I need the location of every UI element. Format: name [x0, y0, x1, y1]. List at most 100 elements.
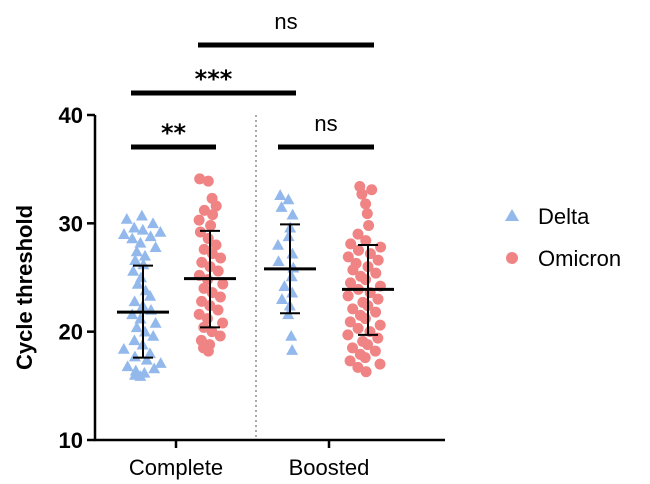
delta-point — [129, 254, 142, 265]
omicron-point — [347, 342, 358, 354]
y-axis-title: Cycle threshold — [12, 205, 37, 370]
omicron-point — [357, 296, 369, 308]
significance-brackets: ** ns *** ns — [131, 9, 374, 150]
omicron-point — [342, 329, 354, 341]
omicron-point — [374, 319, 386, 331]
omicron-point — [347, 303, 359, 315]
omicron-point — [363, 220, 375, 231]
x-category-label: Boosted — [289, 455, 370, 480]
delta-point — [128, 350, 141, 362]
y-tick-label: 40 — [59, 103, 83, 128]
omicron-point — [212, 265, 224, 277]
delta-point — [275, 201, 288, 212]
delta-point — [272, 255, 285, 267]
y-tick-label: 10 — [59, 428, 83, 453]
omicron-point — [345, 238, 357, 250]
omicron-point — [369, 345, 381, 357]
omicron-point — [193, 308, 205, 320]
omicron-point — [372, 293, 384, 305]
delta-point — [154, 357, 167, 368]
omicron-point — [375, 241, 387, 253]
omicron-point — [364, 248, 376, 260]
delta-point — [144, 347, 156, 359]
delta-point — [117, 343, 130, 354]
delta-point — [285, 330, 298, 341]
omicron-point — [361, 208, 373, 220]
delta-point — [131, 278, 144, 289]
omicron-point — [206, 192, 218, 204]
delta-point — [154, 226, 167, 237]
delta-point — [137, 258, 150, 270]
delta-point — [148, 362, 161, 374]
legend-marker-delta — [505, 209, 519, 221]
omicron-point — [214, 291, 226, 303]
delta-point — [130, 245, 143, 257]
omicron-point — [360, 235, 372, 247]
error-bars — [117, 223, 394, 359]
delta-point — [286, 344, 299, 355]
omicron-point — [217, 278, 229, 290]
delta-point — [272, 239, 284, 250]
omicron-point — [357, 335, 369, 347]
omicron-point — [195, 334, 207, 346]
delta-point — [140, 353, 153, 365]
significance-label: *** — [195, 65, 233, 93]
delta-point — [276, 293, 288, 304]
omicron-point — [196, 256, 208, 268]
delta-point — [147, 330, 160, 341]
delta-point — [147, 217, 159, 229]
omicron-point — [212, 304, 224, 316]
delta-point — [128, 221, 141, 233]
omicron-point — [204, 339, 216, 351]
delta-point — [128, 334, 141, 346]
omicron-point — [214, 330, 226, 342]
omicron-point — [205, 220, 217, 231]
delta-point — [282, 193, 295, 205]
delta-point — [127, 265, 140, 276]
omicron-point — [345, 277, 356, 289]
delta-point — [136, 223, 149, 235]
omicron-point — [217, 317, 229, 329]
delta-point — [286, 208, 299, 220]
delta-point — [274, 189, 287, 200]
omicron-point — [344, 355, 356, 367]
x-category-label: Complete — [129, 455, 223, 480]
omicron-point — [202, 175, 214, 187]
delta-point — [144, 230, 157, 242]
delta-point — [130, 321, 143, 333]
omicron-point — [354, 181, 366, 192]
omicron-point — [353, 244, 364, 256]
omicron-point — [352, 228, 364, 240]
delta-point — [139, 249, 151, 261]
data-points — [117, 173, 387, 381]
delta-point — [120, 213, 133, 224]
omicron-point — [355, 309, 366, 321]
omicron-point — [206, 326, 218, 338]
legend-label: Omicron — [538, 246, 621, 271]
delta-point — [286, 247, 299, 259]
legend-label: Delta — [538, 204, 590, 229]
delta-point — [126, 308, 139, 320]
omicron-point — [342, 251, 354, 263]
significance-label: ns — [314, 111, 337, 136]
delta-point — [126, 232, 139, 244]
omicron-point — [198, 204, 210, 216]
delta-point — [282, 230, 295, 242]
omicron-point — [360, 366, 372, 378]
omicron-point — [198, 282, 210, 294]
y-tick-label: 30 — [59, 211, 83, 236]
omicron-point — [344, 316, 356, 328]
omicron-point — [352, 361, 364, 373]
significance-label: ** — [161, 119, 187, 147]
delta-point — [149, 317, 162, 328]
delta-point — [144, 289, 157, 301]
omicron-point — [370, 267, 382, 279]
omicron-point — [370, 306, 382, 318]
y-tick-label: 20 — [59, 320, 83, 345]
omicron-point — [350, 257, 362, 269]
delta-point — [128, 295, 141, 307]
omicron-point — [210, 239, 222, 251]
omicron-point — [355, 270, 367, 282]
delta-point — [285, 270, 298, 282]
